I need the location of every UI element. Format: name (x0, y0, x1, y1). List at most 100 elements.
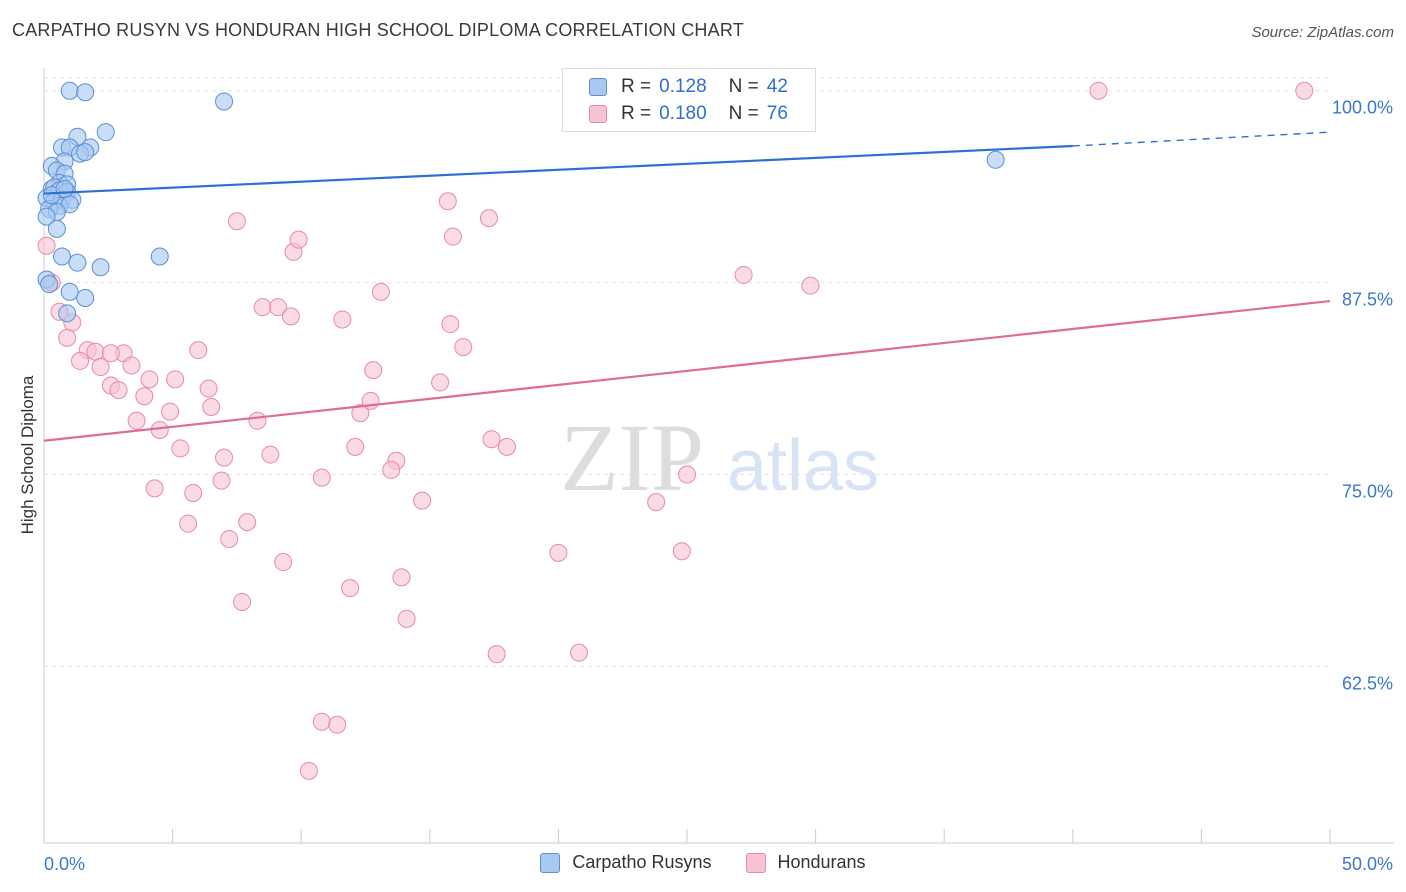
legend-r-label: R = (621, 76, 652, 97)
honduran-point (312, 468, 331, 487)
watermark: ZIP atlas (560, 404, 879, 511)
honduran-point (364, 361, 383, 380)
trend-lines (43, 131, 1331, 442)
honduran-point (248, 411, 267, 430)
carpatho-rusyn-point (60, 282, 79, 301)
legend-r-value: 0.128 (659, 76, 707, 97)
honduran-point (454, 338, 473, 357)
series-legend-carpatho[interactable]: Carpatho Rusyns (540, 852, 712, 873)
honduran-point (86, 342, 105, 361)
honduran-point (569, 643, 588, 662)
legend-n-label: N = (728, 76, 759, 97)
carpatho-rusyn-point (37, 207, 56, 226)
honduran-point (299, 761, 318, 780)
legend-row-carpatho: R = 0.128 N = 42 (589, 74, 788, 100)
legend-row-honduran: R = 0.180 N = 76 (589, 101, 788, 127)
honduran-point (212, 471, 231, 490)
series-legend: Carpatho Rusyns Hondurans (0, 852, 1406, 873)
y-tick-label: 62.5% (1342, 673, 1393, 693)
honduran-point (333, 310, 352, 329)
carpatho-rusyn-point (76, 288, 95, 307)
honduran-point (269, 298, 288, 317)
legend-swatch-pink (589, 105, 607, 123)
carpatho-rusyn-point (60, 81, 79, 100)
carpatho-rusyn-point (55, 179, 74, 198)
carpatho-rusyn-point (40, 275, 59, 294)
honduran-point (801, 276, 820, 295)
chart-title: CARPATHO RUSYN VS HONDURAN HIGH SCHOOL D… (12, 20, 744, 40)
honduran-point (647, 493, 666, 512)
honduran-point (202, 397, 221, 416)
honduran-point (140, 370, 159, 389)
honduran-point (238, 513, 257, 532)
honduran-point (150, 421, 169, 440)
honduran-point (441, 315, 460, 334)
honduran-point (184, 483, 203, 502)
grid (44, 77, 1330, 667)
honduran-point (672, 542, 691, 561)
honduran-point (382, 460, 401, 479)
carpatho-rusyn-point (215, 92, 234, 111)
legend-n-label: N = (728, 103, 759, 124)
honduran-point (341, 579, 360, 598)
carpatho-rusyn-point (76, 83, 95, 102)
honduran-point (101, 344, 120, 363)
honduran-point (678, 465, 696, 484)
honduran-point (1295, 81, 1314, 100)
honduran-point (171, 439, 190, 458)
honduran-point (487, 645, 506, 664)
honduran-trendline (43, 299, 1331, 442)
series-label-honduran: Hondurans (777, 852, 866, 872)
honduran-point (161, 402, 180, 421)
honduran-point (351, 404, 370, 423)
series-swatch-pink (745, 852, 766, 873)
honduran-point (179, 514, 198, 533)
hondurans-points (37, 81, 1314, 780)
carpatho-rusyn-point (47, 219, 66, 238)
honduran-point (215, 448, 234, 467)
honduran-point (135, 387, 154, 406)
honduran-point (58, 328, 77, 347)
carpatho-rusyn-point (68, 253, 87, 272)
series-label-carpatho: Carpatho Rusyns (572, 852, 712, 872)
honduran-point (431, 373, 450, 392)
carpatho-rusyn-point (150, 247, 169, 266)
y-tick-label: 87.5% (1342, 290, 1393, 310)
honduran-point (189, 341, 208, 360)
legend-n-value: 76 (766, 103, 788, 124)
tick-labels: 100.0% 87.5% 75.0% 62.5% 0.0% 50.0% (44, 98, 1393, 874)
honduran-point (479, 209, 498, 228)
honduran-point (37, 236, 56, 255)
carpatho-rusyn-point (58, 304, 77, 323)
carpatho-rusyns-points (37, 81, 1005, 323)
honduran-point (166, 370, 185, 389)
honduran-point (227, 212, 246, 231)
legend-n-value: 42 (766, 76, 788, 97)
honduran-point (127, 411, 146, 430)
honduran-point (261, 445, 280, 464)
series-legend-honduran[interactable]: Hondurans (745, 852, 866, 873)
honduran-point (1089, 81, 1108, 100)
honduran-point (392, 568, 411, 587)
honduran-point (734, 265, 753, 284)
watermark-atlas: atlas (727, 426, 879, 506)
y-axis-label: High School Diploma (18, 375, 37, 535)
honduran-point (274, 553, 293, 572)
source-label: Source: ZipAtlas.com (1251, 24, 1394, 41)
honduran-point (482, 430, 501, 449)
series-swatch-blue (540, 852, 561, 873)
x-tick-label-max: 50.0% (1342, 854, 1393, 874)
honduran-point (281, 307, 300, 326)
honduran-point (220, 530, 239, 549)
honduran-point (438, 192, 457, 211)
carpatho-rusyn-point (53, 247, 72, 266)
carpatho-rusyn-trendline-extension (1072, 131, 1331, 147)
honduran-point (328, 715, 347, 734)
carpatho-rusyn-trendline (43, 144, 1073, 195)
carpatho-rusyn-point (986, 150, 1005, 169)
carpatho-rusyn-point (91, 258, 110, 277)
legend-r-label: R = (621, 103, 652, 124)
honduran-point (549, 543, 568, 562)
y-tick-label: 75.0% (1342, 482, 1393, 502)
legend-swatch-blue (589, 78, 607, 96)
